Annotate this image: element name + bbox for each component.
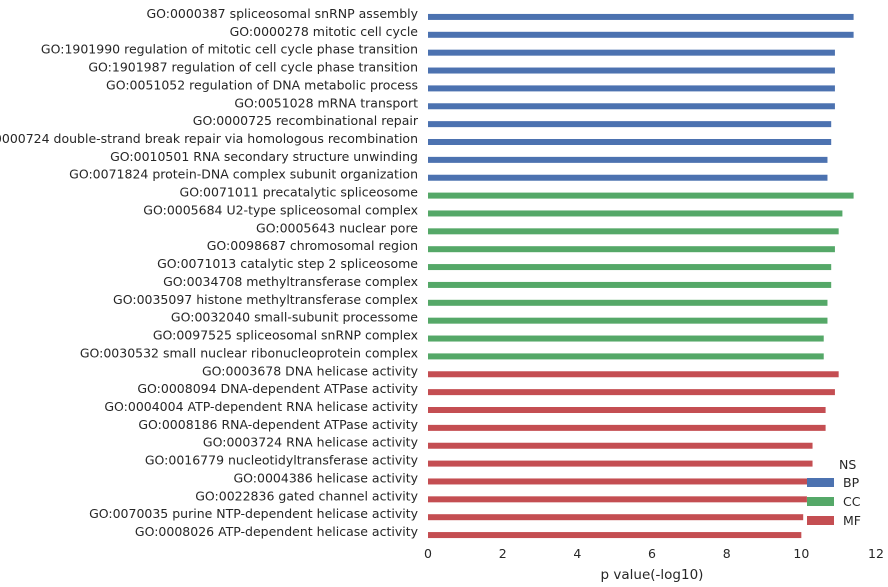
category-label: GO:0030532 small nuclear ribonucleoprote…: [80, 345, 418, 360]
bar-bp-1: [428, 13, 854, 20]
bar-cc-5: [428, 264, 832, 271]
bar-bp-6: [428, 103, 835, 110]
category-label: GO:0035097 histone methyltransferase com…: [113, 292, 418, 307]
x-tick-label: 6: [648, 546, 656, 561]
category-label: GO:0098687 chromosomal region: [207, 238, 418, 253]
category-label: GO:0000387 spliceosomal snRNP assembly: [146, 6, 418, 21]
bar-mf-1: [428, 371, 839, 378]
legend-swatch-cc: [807, 497, 834, 506]
category-label: GO:0034708 methyltransferase complex: [163, 274, 418, 289]
category-label: GO:0008026 ATP-dependent helicase activi…: [135, 524, 419, 539]
category-labels: GO:0000387 spliceosomal snRNP assembly GO…: [0, 6, 419, 539]
bar-cc-2: [428, 210, 843, 217]
x-tick-label: 0: [424, 546, 432, 561]
category-label: GO:0004004 ATP-dependent RNA helicase ac…: [104, 399, 418, 414]
bar-mf-2: [428, 389, 835, 396]
bar-cc-10: [428, 353, 824, 360]
legend-title: NS: [839, 457, 856, 472]
category-label: GO:0051028 mRNA transport: [234, 95, 418, 110]
legend-swatch-mf: [807, 516, 834, 525]
category-label: GO:1901990 regulation of mitotic cell cy…: [41, 42, 418, 57]
bars-group: [428, 13, 854, 539]
category-label: GO:0070035 purine NTP-dependent helicase…: [89, 506, 419, 521]
x-tick-label: 4: [573, 546, 581, 561]
bar-mf-4: [428, 424, 826, 431]
category-label: GO:1901987 regulation of cell cycle phas…: [88, 60, 418, 75]
category-label: GO:0005684 U2-type spliceosomal complex: [143, 202, 418, 217]
category-label: GO:0016779 nucleotidyltransferase activi…: [145, 453, 419, 468]
category-label: GO:0008186 RNA-dependent ATPase activity: [138, 417, 418, 432]
x-tick-label: 10: [793, 546, 809, 561]
x-tick-label: 12: [868, 546, 884, 561]
category-label: GO:0071011 precatalytic spliceosome: [180, 185, 419, 200]
legend-label-mf: MF: [843, 513, 861, 528]
bar-mf-6: [428, 460, 813, 467]
category-label: GO:0032040 small-subunit processome: [171, 310, 418, 325]
x-axis-ticks: 0 2 4 6 8 10 12: [424, 546, 884, 561]
bar-mf-10: [428, 532, 802, 539]
x-axis-title: p value(-log10): [601, 567, 704, 583]
bar-cc-3: [428, 228, 839, 235]
legend: NS BP CC MF: [807, 457, 861, 528]
category-label: GO:0003678 DNA helicase activity: [202, 363, 419, 378]
category-label: GO:0004386 helicase activity: [233, 470, 418, 485]
bar-mf-5: [428, 442, 813, 449]
bar-bp-2: [428, 31, 854, 38]
bar-cc-9: [428, 335, 824, 342]
bar-mf-8: [428, 496, 807, 503]
bar-bp-10: [428, 174, 828, 181]
category-label: GO:0005643 nuclear pore: [256, 220, 418, 235]
bar-bp-3: [428, 49, 835, 56]
category-label: GO:0000278 mitotic cell cycle: [230, 24, 419, 39]
bar-mf-3: [428, 407, 826, 413]
category-label: GO:0097525 spliceosomal snRNP complex: [153, 328, 418, 343]
category-label: GO:0000725 recombinational repair: [193, 113, 419, 128]
category-label: GO:0000724 double-strand break repair vi…: [0, 131, 418, 146]
category-label: GO:0003724 RNA helicase activity: [203, 435, 419, 450]
x-tick-label: 8: [723, 546, 731, 561]
category-label: GO:0022836 gated channel activity: [195, 488, 418, 503]
category-label: GO:0010501 RNA secondary structure unwin…: [110, 149, 418, 164]
bar-mf-9: [428, 514, 804, 521]
legend-label-cc: CC: [843, 494, 861, 509]
bar-cc-8: [428, 317, 828, 324]
bar-cc-7: [428, 299, 828, 306]
category-label: GO:0071824 protein-DNA complex subunit o…: [69, 167, 418, 182]
bar-bp-9: [428, 156, 828, 163]
category-label: GO:0008094 DNA-dependent ATPase activity: [137, 381, 418, 396]
bar-bp-7: [428, 121, 832, 128]
bar-bp-8: [428, 139, 832, 145]
bar-cc-1: [428, 192, 854, 199]
bar-cc-6: [428, 281, 832, 288]
category-label: GO:0071013 catalytic step 2 spliceosome: [157, 256, 418, 271]
legend-swatch-bp: [807, 478, 834, 487]
legend-label-bp: BP: [843, 475, 860, 490]
bar-cc-4: [428, 246, 835, 253]
bar-bp-4: [428, 67, 835, 74]
bar-mf-7: [428, 478, 809, 485]
category-label: GO:0051052 regulation of DNA metabolic p…: [106, 77, 418, 92]
bar-bp-5: [428, 85, 835, 92]
x-tick-label: 2: [499, 546, 507, 561]
